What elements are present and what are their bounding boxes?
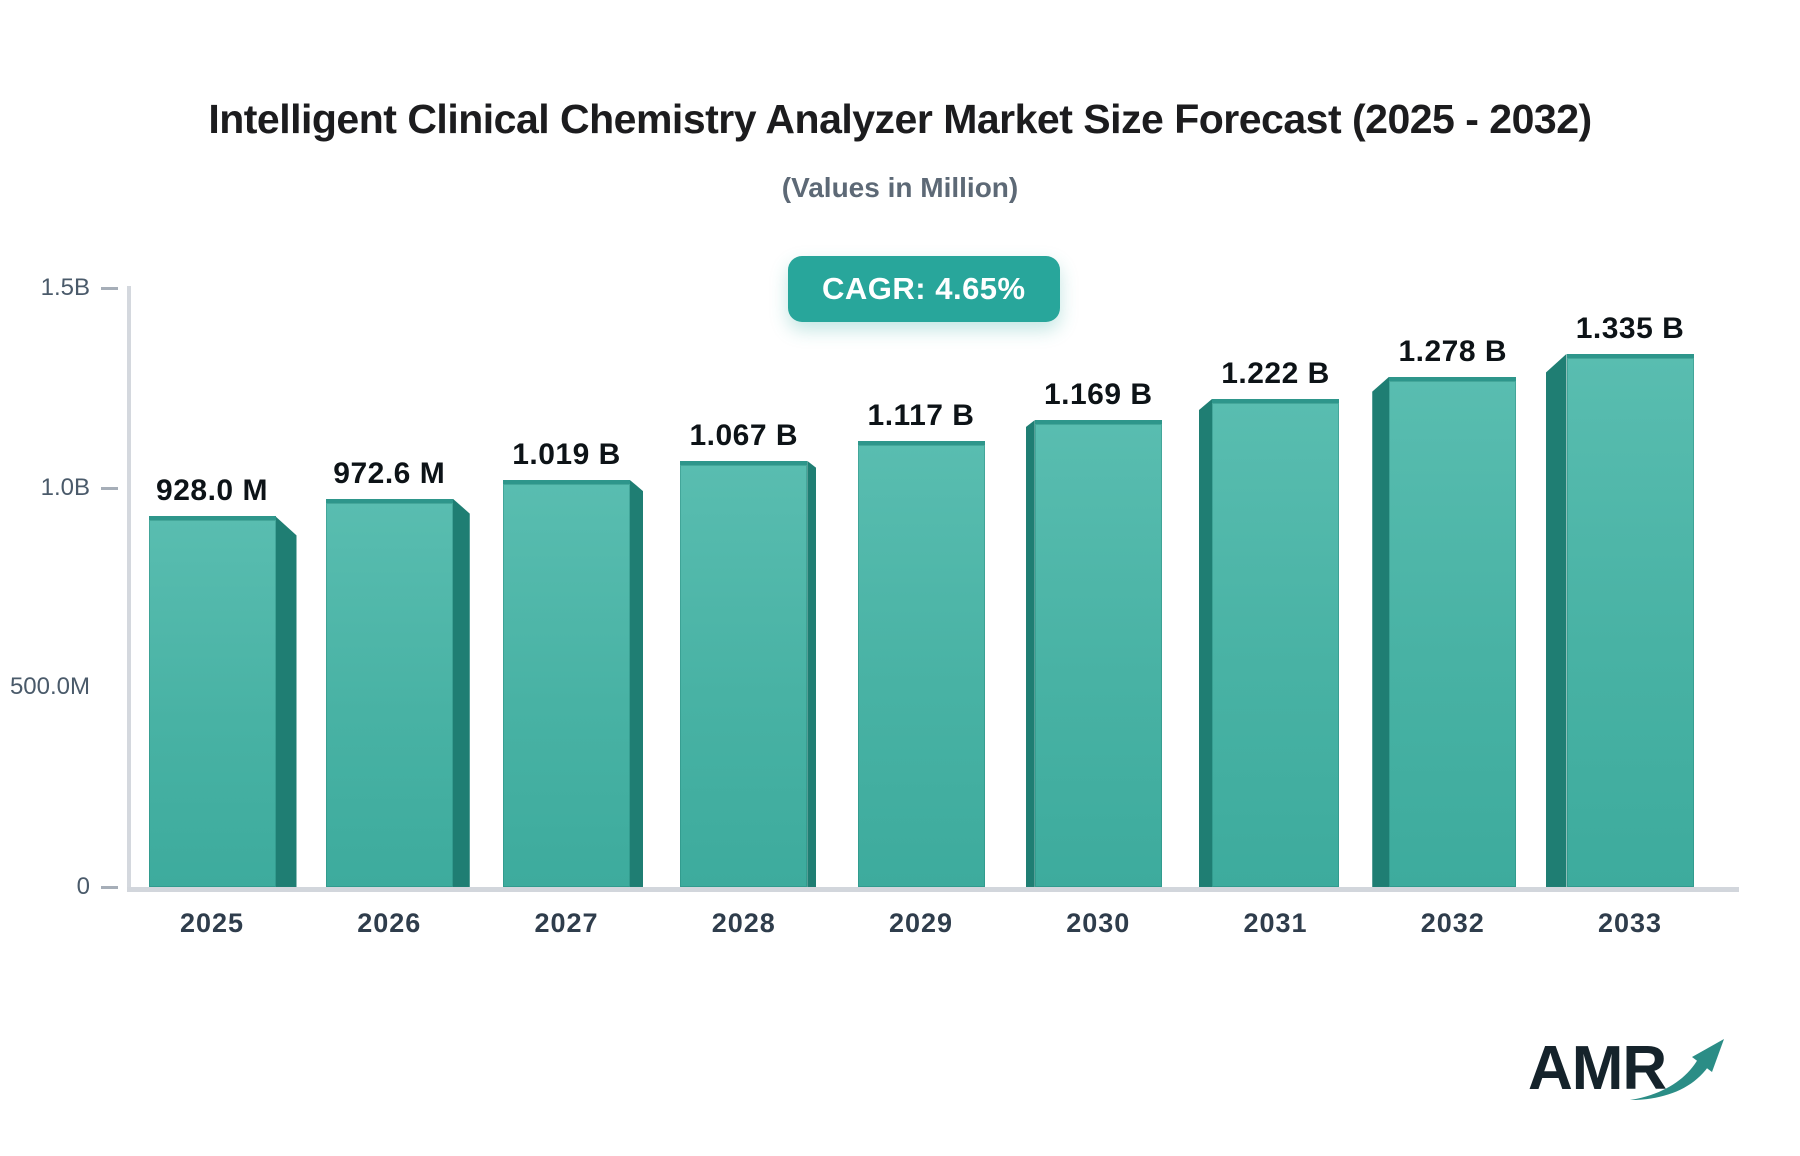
bar-2027: [503, 480, 643, 887]
amr-logo: AMR: [1528, 1038, 1738, 1128]
cagr-badge: CAGR: 4.65%: [788, 256, 1060, 322]
growth-arrow-icon: [1630, 1039, 1724, 1100]
bar-side-face: [1025, 420, 1035, 887]
y-axis-label: 0: [76, 873, 90, 900]
x-axis-label-2028: 2028: [711, 908, 776, 938]
bar-front-face: [325, 498, 453, 887]
bar-front-face: [1389, 376, 1517, 887]
bar-side-face: [807, 460, 817, 887]
x-axis-label-2030: 2030: [1066, 908, 1131, 938]
bar-side-face: [1545, 353, 1567, 887]
y-axis-tick: [101, 287, 118, 290]
x-axis-label-2029: 2029: [888, 908, 954, 938]
x-axis-label-2032: 2032: [1420, 908, 1485, 938]
bar-value-label: 1.335 B: [1575, 311, 1685, 345]
bar-2025: [148, 516, 297, 887]
bar-value-label: 1.117 B: [867, 398, 975, 432]
y-axis-tick: [101, 486, 118, 490]
bar-2032: [1372, 376, 1517, 887]
chart-subtitle: (Values in Million): [781, 172, 1019, 203]
x-axis-label-2027: 2027: [534, 908, 599, 938]
bar-front-face: [680, 460, 808, 887]
bar-value-label: 1.278 B: [1398, 334, 1508, 368]
x-axis-label-2025: 2025: [179, 908, 245, 938]
x-axis-label-2033: 2033: [1597, 908, 1663, 938]
bar-2028: [680, 460, 817, 887]
bar-front-face: [1034, 420, 1162, 887]
y-axis-tick: [101, 886, 118, 889]
bar-2031: [1199, 399, 1339, 887]
bar-2030: [1025, 420, 1162, 887]
bar-front-face: [148, 516, 276, 887]
bar-side-face: [1199, 399, 1212, 887]
bar-front-face: [857, 440, 985, 887]
bar-side-face: [452, 498, 470, 887]
y-axis-label: 500.0M: [9, 673, 90, 701]
x-axis-label-2026: 2026: [357, 908, 422, 938]
bar-value-label: 928.0 M: [156, 474, 268, 508]
bar-front-face: [503, 480, 630, 887]
bar-side-face: [630, 480, 643, 887]
bar-2029: [857, 440, 985, 887]
bar-side-face: [275, 516, 297, 887]
bar-front-face: [1566, 353, 1694, 887]
amr-logo-text: AMR: [1528, 1034, 1667, 1103]
bar-value-label: 1.169 B: [1043, 378, 1153, 412]
chart-title: Intelligent Clinical Chemistry Analyzer …: [208, 96, 1592, 142]
y-axis-label: 1.0B: [40, 473, 90, 501]
y-axis-label: 1.5B: [40, 274, 90, 301]
bar-value-label: 972.6 M: [333, 456, 446, 490]
bar-value-label: 1.067 B: [689, 418, 799, 452]
bar-2033: [1545, 353, 1694, 887]
bar-side-face: [1372, 376, 1390, 887]
x-axis-label-2031: 2031: [1243, 908, 1308, 938]
y-axis-line: [127, 286, 131, 891]
bar-2026: [325, 498, 470, 887]
bar-value-label: 1.019 B: [512, 438, 621, 472]
x-axis-line: [127, 887, 1739, 892]
bar-front-face: [1212, 399, 1339, 887]
bar-value-label: 1.222 B: [1221, 357, 1330, 390]
